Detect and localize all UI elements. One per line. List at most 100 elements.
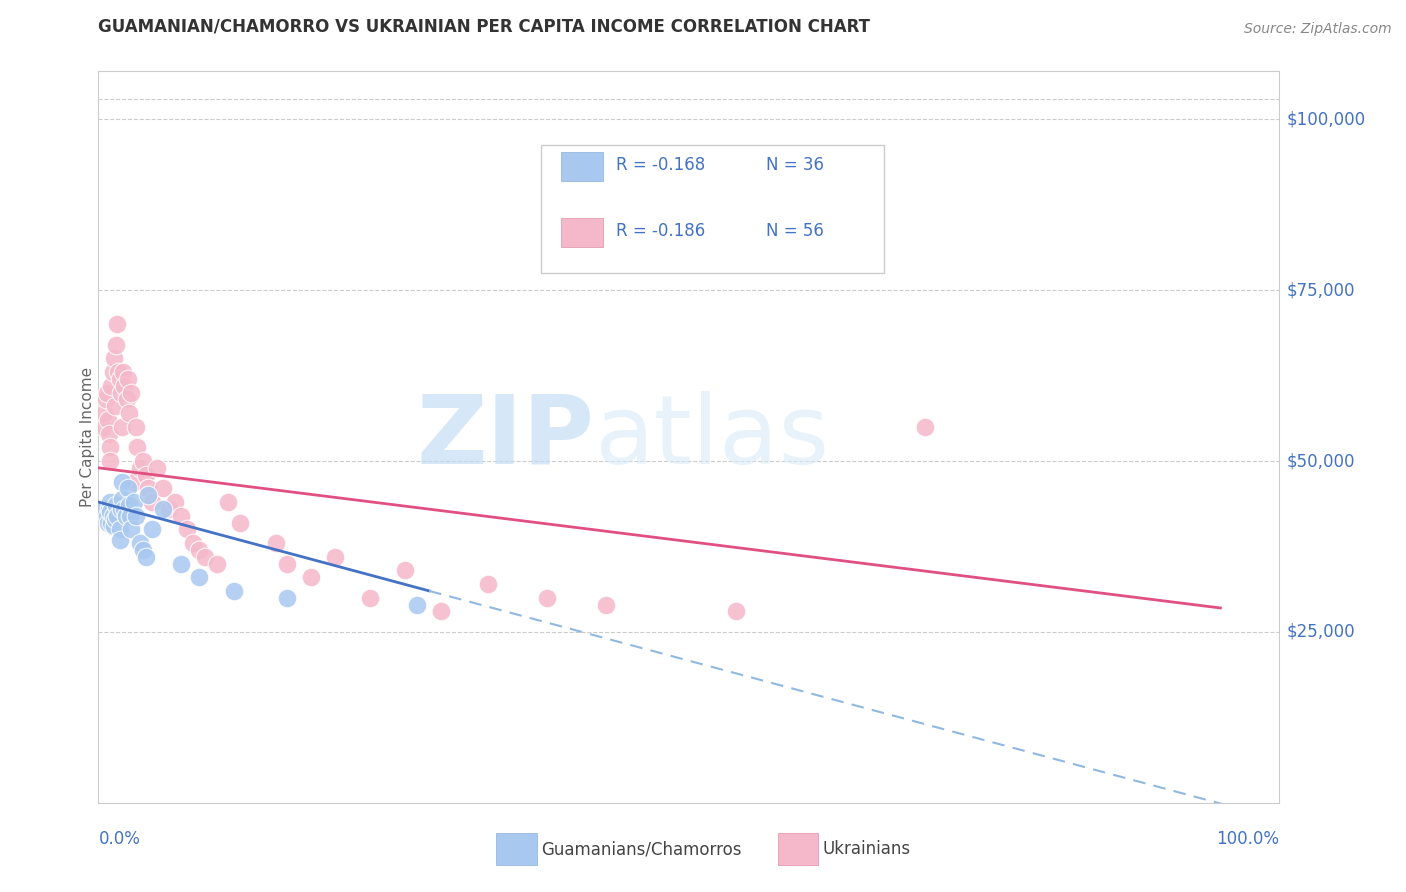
Point — [112, 379, 135, 393]
Point — [170, 557, 193, 571]
Bar — [561, 152, 603, 181]
Point — [157, 501, 180, 516]
Text: N = 36: N = 36 — [766, 156, 824, 174]
Point — [122, 495, 145, 509]
Point — [107, 365, 129, 379]
Point — [141, 495, 163, 509]
Point — [406, 598, 429, 612]
Text: Ukrainians: Ukrainians — [823, 840, 911, 858]
Point — [128, 536, 150, 550]
Y-axis label: Per Capita Income: Per Capita Income — [80, 367, 94, 508]
Point — [96, 508, 118, 523]
Point — [93, 501, 115, 516]
Point — [276, 557, 298, 571]
Point — [93, 406, 115, 420]
Text: ZIP: ZIP — [416, 391, 595, 483]
Point — [141, 522, 163, 536]
FancyBboxPatch shape — [541, 145, 884, 273]
Point — [125, 508, 148, 523]
Point — [101, 365, 124, 379]
Point — [96, 385, 118, 400]
Point — [595, 598, 617, 612]
Point — [264, 536, 287, 550]
Point — [98, 440, 121, 454]
Point — [323, 549, 346, 564]
Text: R = -0.186: R = -0.186 — [616, 222, 704, 240]
Point — [165, 495, 187, 509]
Point — [111, 475, 134, 489]
Point — [115, 392, 138, 407]
Point — [110, 501, 132, 516]
Point — [152, 501, 174, 516]
Text: $50,000: $50,000 — [1286, 452, 1355, 470]
Point — [94, 392, 117, 407]
Point — [132, 542, 155, 557]
Point — [105, 318, 128, 332]
Point — [152, 481, 174, 495]
Point — [128, 460, 150, 475]
Point — [121, 385, 143, 400]
Point — [97, 413, 120, 427]
Point — [91, 420, 114, 434]
Point — [914, 420, 936, 434]
Point — [394, 563, 416, 577]
Point — [224, 583, 246, 598]
Point — [98, 505, 121, 519]
Point — [146, 460, 169, 475]
Text: Source: ZipAtlas.com: Source: ZipAtlas.com — [1244, 21, 1392, 36]
Point — [205, 557, 228, 571]
Point — [98, 501, 121, 516]
Point — [121, 522, 143, 536]
Point — [105, 338, 128, 352]
Text: $25,000: $25,000 — [1286, 623, 1355, 641]
Point — [125, 420, 148, 434]
Point — [176, 522, 198, 536]
Text: N = 56: N = 56 — [766, 222, 824, 240]
Point — [132, 454, 155, 468]
Point — [103, 519, 125, 533]
Point — [430, 604, 453, 618]
Point — [276, 591, 298, 605]
Point — [187, 570, 209, 584]
Point — [120, 508, 142, 523]
Point — [135, 467, 157, 482]
Point — [100, 379, 122, 393]
Point — [97, 516, 120, 530]
Text: R = -0.168: R = -0.168 — [616, 156, 704, 174]
Point — [105, 508, 128, 523]
Point — [536, 591, 558, 605]
Text: 100.0%: 100.0% — [1216, 830, 1279, 847]
Point — [98, 454, 121, 468]
Point — [98, 426, 121, 441]
Point — [104, 512, 127, 526]
Point — [299, 570, 322, 584]
Point — [229, 516, 252, 530]
Point — [136, 481, 159, 495]
Point — [118, 499, 141, 513]
Point — [136, 488, 159, 502]
Point — [112, 501, 135, 516]
Point — [194, 549, 217, 564]
Bar — [561, 218, 603, 247]
Text: Guamanians/Chamorros: Guamanians/Chamorros — [541, 840, 742, 858]
Point — [118, 406, 141, 420]
Point — [127, 440, 149, 454]
Point — [108, 522, 131, 536]
Point — [108, 372, 131, 386]
Point — [181, 536, 204, 550]
Text: GUAMANIAN/CHAMORRO VS UKRAINIAN PER CAPITA INCOME CORRELATION CHART: GUAMANIAN/CHAMORRO VS UKRAINIAN PER CAPI… — [98, 18, 870, 36]
Point — [170, 508, 193, 523]
Point — [98, 495, 121, 509]
Point — [117, 481, 139, 495]
Point — [122, 475, 145, 489]
Point — [217, 495, 239, 509]
Point — [105, 499, 128, 513]
Point — [111, 491, 134, 506]
Text: 0.0%: 0.0% — [98, 830, 141, 847]
Point — [103, 351, 125, 366]
Point — [114, 508, 136, 523]
Point — [477, 577, 499, 591]
Point — [359, 591, 381, 605]
Point — [100, 516, 122, 530]
Point — [725, 604, 748, 618]
